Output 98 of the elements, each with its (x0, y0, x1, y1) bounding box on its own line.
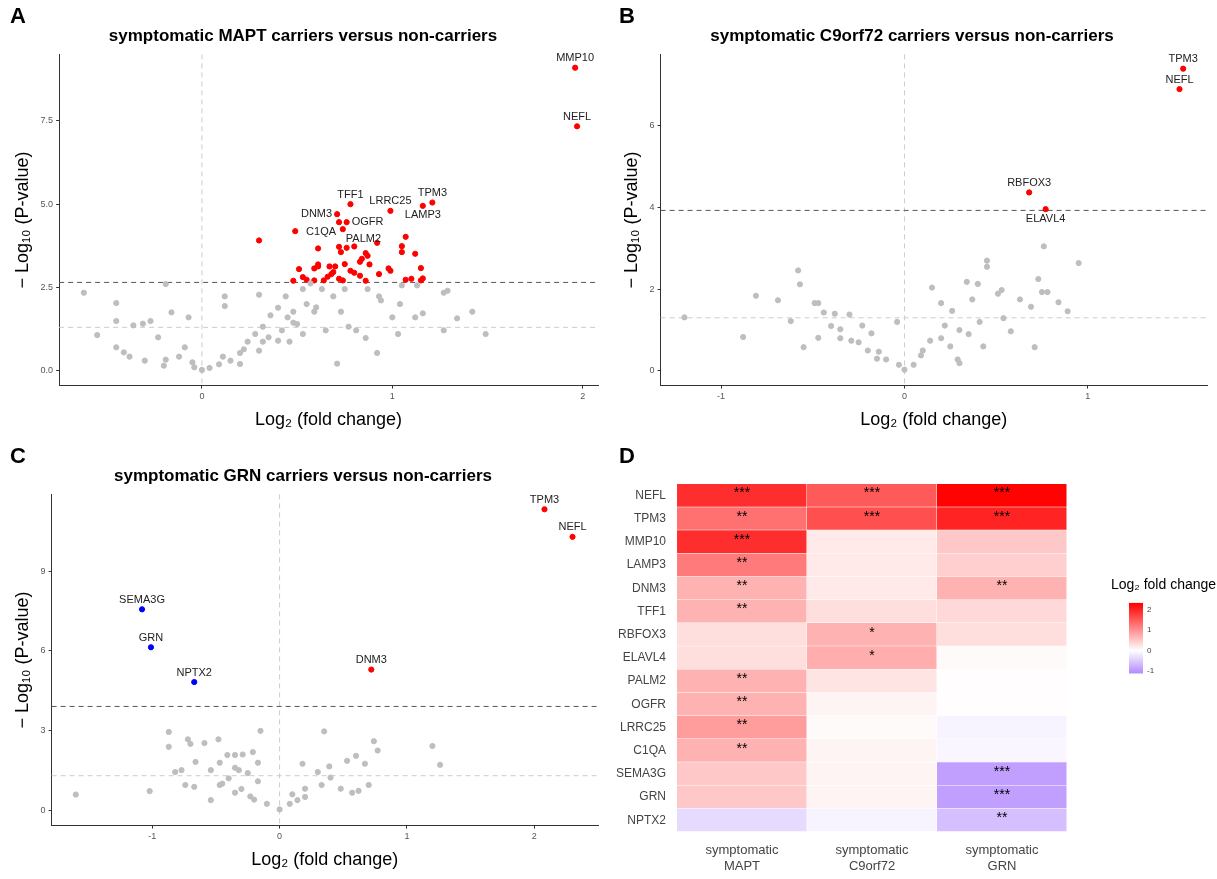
text: A (10, 3, 26, 29)
data-label: ** (736, 669, 749, 686)
x-tick-label: 1 (404, 831, 410, 842)
y-tick-label: NPTX2 (627, 812, 667, 827)
x-tick-label: -1 (717, 391, 726, 402)
y-axis-title: − Log₁₀ (P-value) (11, 591, 32, 729)
data-label: ** (736, 716, 749, 733)
y-tick-label: PALM2 (627, 673, 667, 688)
y-tick-label: 0 (649, 365, 655, 376)
y-tick-label: LRRC25 (619, 719, 667, 734)
chart-title: symptomatic C9orf72 carriers versus non-carriers (710, 25, 1114, 45)
data-label: ** (736, 554, 749, 571)
y-axis-title: − Log₁₀ (P-value) (11, 151, 32, 289)
x-tick-label: 2 (580, 391, 586, 402)
data-label: ** (736, 600, 749, 617)
y-tick-label: TFF1 (637, 603, 667, 618)
x-tick-label: 1 (1085, 391, 1091, 402)
text: D (619, 443, 635, 469)
data-label: NEFL (558, 520, 587, 533)
data-label: TFF1 (337, 187, 364, 200)
x-axis-title: Log₂ (fold change) (251, 849, 399, 870)
data-label: C1QA (306, 224, 337, 237)
data-label: *** (993, 507, 1011, 524)
x-tick-label: -1 (148, 831, 157, 842)
data-label: * (869, 646, 876, 663)
data-label: *** (863, 507, 881, 524)
data-label: LRRC25 (369, 194, 412, 207)
y-tick-label: 6 (649, 120, 655, 131)
data-label: ** (736, 739, 749, 756)
data-label: GRN (138, 630, 164, 643)
y-tick-label: 0.0 (40, 365, 54, 376)
y-tick-label: GRN (639, 789, 667, 804)
y-tick-label: LAMP3 (626, 557, 667, 572)
color-bar-label: 2 (1147, 604, 1152, 614)
x-tick-label: symptomatic MAPT (705, 842, 779, 873)
y-tick-label: OGFR (631, 696, 667, 711)
y-axis-title: − Log₁₀ (P-value) (620, 151, 641, 289)
data-label: SEMA3G (119, 592, 165, 605)
y-tick-label: 0 (40, 804, 46, 815)
y-tick-label: TPM3 (634, 511, 667, 526)
data-label: ** (996, 577, 1008, 594)
data-label: *** (863, 484, 881, 501)
data-label: LAMP3 (404, 208, 441, 221)
data-label: ** (736, 507, 749, 524)
y-tick-label: 9 (40, 565, 46, 576)
data-label: DNM3 (355, 653, 387, 666)
chart-title: symptomatic MAPT carriers versus non-carriers (108, 25, 498, 45)
data-label: ELAVL4 (1025, 211, 1066, 224)
x-tick-label: 1 (389, 391, 395, 402)
data-label: *** (733, 484, 751, 501)
x-tick-label: 2 (531, 831, 537, 842)
data-label: ** (736, 577, 749, 594)
y-tick-label: 3 (40, 725, 46, 736)
data-label: DNM3 (300, 207, 333, 220)
y-tick-label: 5.0 (40, 198, 54, 209)
color-bar-label: 0 (1147, 645, 1152, 655)
data-label: TPM3 (1168, 52, 1198, 65)
data-label: * (869, 623, 876, 640)
data-label: ** (736, 693, 749, 710)
chart-title: symptomatic GRN carriers versus non-carriers (114, 465, 492, 485)
data-label: *** (993, 785, 1011, 802)
y-tick-label: RBFOX3 (618, 627, 667, 642)
data-label: OGFR (351, 215, 384, 228)
data-label: NPTX2 (176, 665, 212, 678)
data-label: *** (993, 762, 1011, 779)
y-tick-label: DNM3 (632, 580, 667, 595)
y-tick-label: 6 (40, 645, 46, 656)
data-label: NEFL (562, 109, 592, 122)
x-axis-title: Log₂ (fold change) (255, 409, 403, 430)
text: B (619, 3, 635, 29)
x-tick-label: 0 (901, 391, 907, 402)
color-bar-title: Log₂ fold change (1111, 575, 1217, 592)
color-bar-label: -1 (1147, 666, 1155, 676)
y-tick-label: ELAVL4 (622, 650, 667, 665)
data-label: NEFL (1165, 72, 1194, 85)
x-tick-label: 0 (277, 831, 283, 842)
data-label: ** (996, 809, 1008, 826)
y-tick-label: NEFL (635, 487, 667, 502)
data-label: *** (993, 484, 1011, 501)
y-tick-label: 2 (649, 283, 655, 294)
data-label: PALM2 (345, 231, 382, 244)
color-bar-label: 1 (1147, 625, 1152, 635)
data-label: TPM3 (529, 492, 560, 505)
y-tick-label: SEMA3G (616, 766, 667, 781)
data-label: RBFOX3 (1007, 175, 1052, 188)
y-tick-label: 4 (649, 202, 655, 213)
y-tick-label: MMP10 (624, 534, 667, 549)
x-tick-label: symptomatic C9orf72 (835, 842, 909, 873)
x-axis-title: Log₂ (fold change) (860, 409, 1008, 430)
x-tick-label: 0 (199, 391, 205, 402)
x-tick-label: symptomatic GRN (965, 842, 1039, 873)
data-label: TPM3 (417, 186, 448, 199)
data-label: *** (733, 530, 751, 547)
data-label: MMP10 (556, 51, 595, 64)
y-tick-label: 2.5 (40, 281, 54, 292)
y-tick-label: C1QA (633, 742, 667, 757)
y-tick-label: 7.5 (40, 115, 54, 126)
text: C (10, 443, 26, 469)
